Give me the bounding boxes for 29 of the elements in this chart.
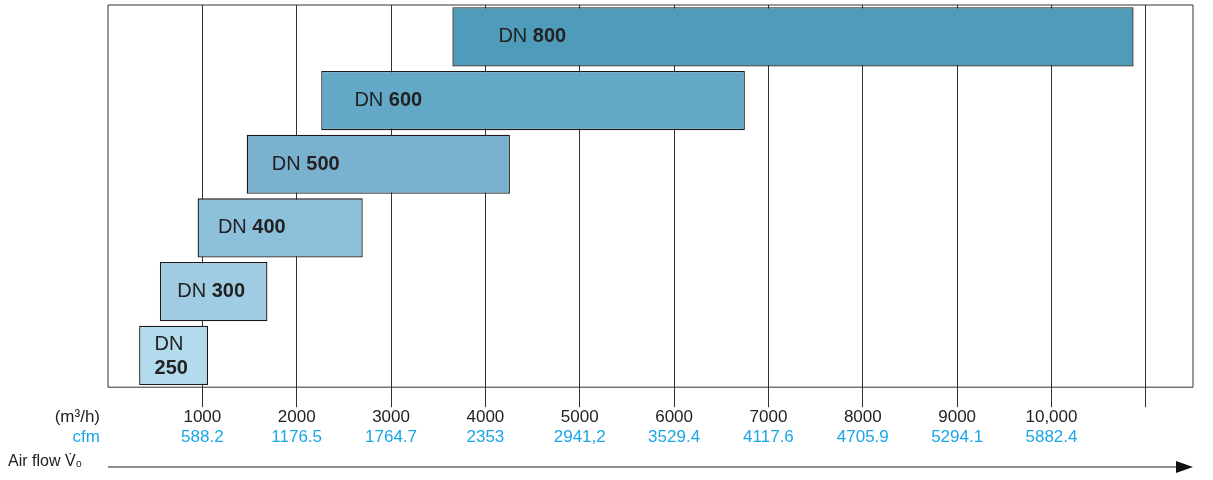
- x-tick-label: 10,000: [1025, 407, 1078, 427]
- x2-tick-label: 588.2: [181, 427, 224, 447]
- x2-tick-label: 2353: [466, 427, 505, 447]
- x-tick-label: 5000: [560, 407, 599, 427]
- x2-tick-label: 3529.4: [648, 427, 701, 447]
- y-tick-label: DN 300: [177, 279, 246, 302]
- x-tick-label: 4000: [466, 407, 505, 427]
- x-tick-label: 8000: [843, 407, 882, 427]
- x2-tick-label: 2941,2: [553, 427, 606, 447]
- text: (m³/h): [54, 406, 100, 426]
- x2-tick-label: 5882.4: [1025, 427, 1078, 447]
- x2-tick-label: 4117.6: [743, 427, 794, 447]
- y-tick-label: DN 800: [498, 24, 567, 47]
- y-tick-label: DN 400: [217, 215, 286, 238]
- x-axis-title: Air flow V̇₀: [8, 452, 83, 470]
- x-tick-label: 2000: [277, 407, 316, 427]
- y-tick-label: DN 250: [154, 331, 188, 378]
- x-tick-label: 7000: [749, 407, 788, 427]
- x-tick-label: 9000: [938, 407, 977, 427]
- x-tick-label: 1000: [183, 407, 222, 427]
- x2-tick-label: 4705.9: [836, 427, 889, 447]
- x-tick-label: 6000: [655, 407, 693, 427]
- x-tick-label: 3000: [372, 407, 410, 427]
- x2-tick-label: 1764.7: [365, 427, 418, 447]
- x2-axis-title: cfm: [72, 427, 100, 447]
- x2-tick-label: 5294.1: [931, 427, 984, 447]
- y-tick-label: DN 500: [271, 151, 340, 174]
- y-tick-label: DN 600: [354, 88, 423, 111]
- x2-tick-label: 1176.5: [271, 427, 323, 447]
